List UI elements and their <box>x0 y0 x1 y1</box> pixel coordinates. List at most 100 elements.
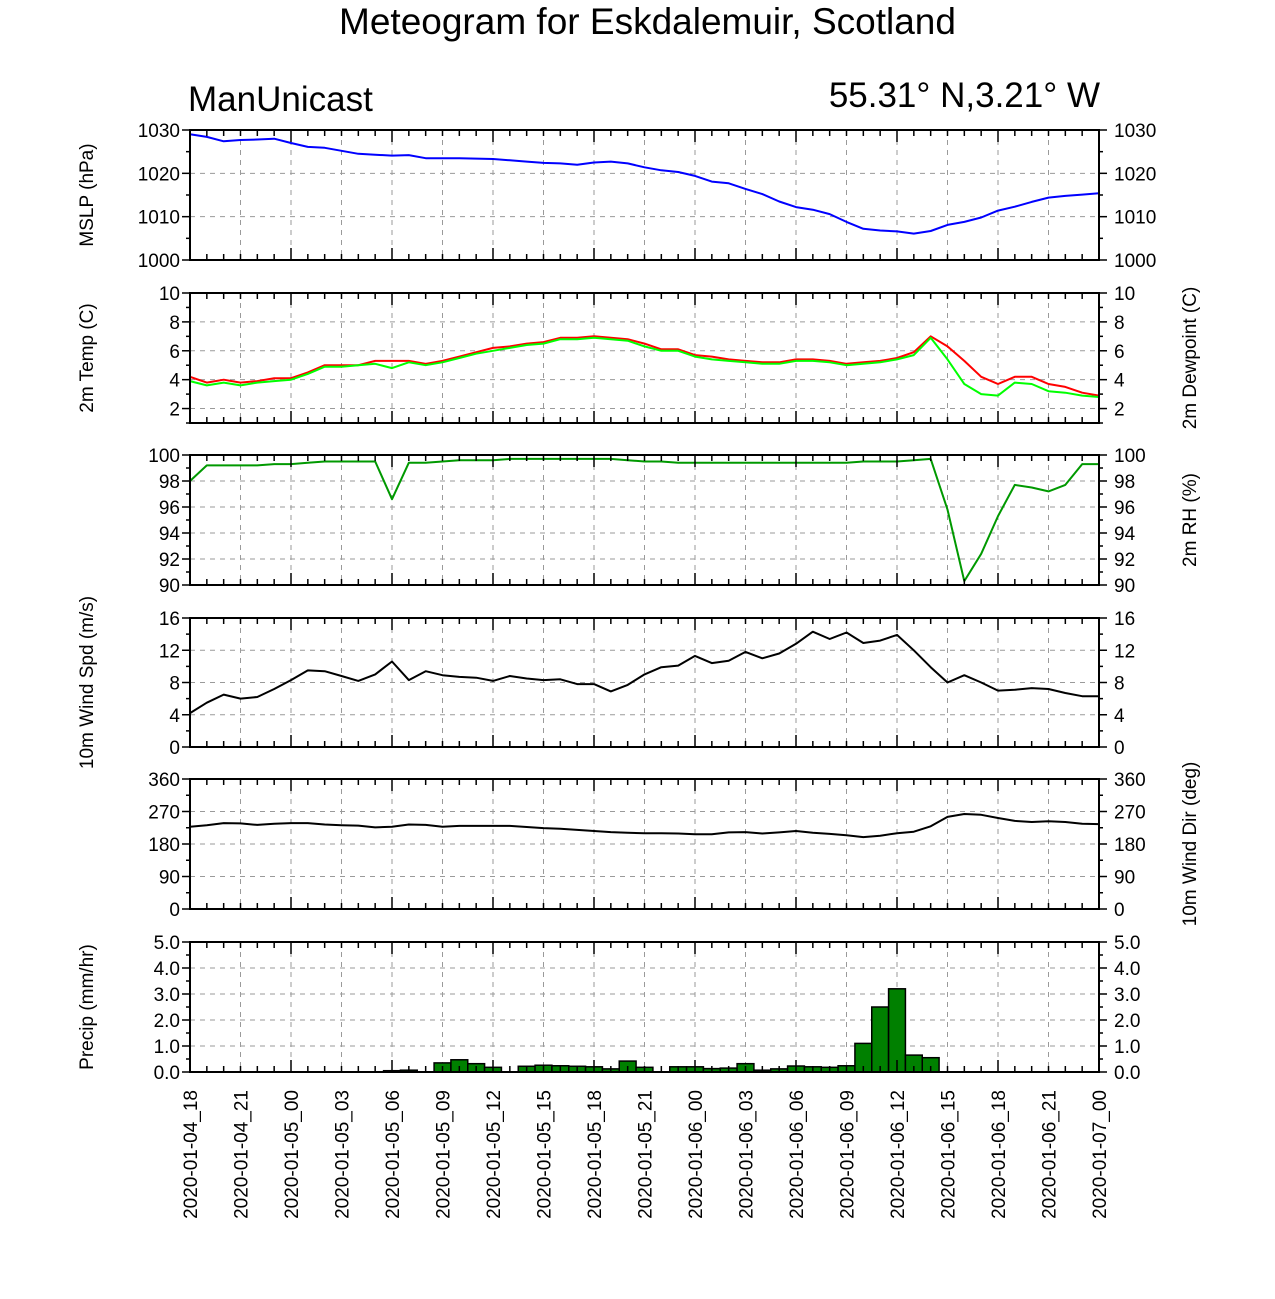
y-tick-label: 8 <box>169 674 180 695</box>
y-axis-title-left: 10m Wind Spd (m/s) <box>77 596 98 769</box>
y-tick-label: 4 <box>1114 706 1125 727</box>
y-tick-label: 8 <box>1114 674 1125 695</box>
y-tick-label: 270 <box>148 803 180 824</box>
y-tick-label: 10 <box>159 284 180 305</box>
y-tick-label: 100 <box>1114 446 1146 467</box>
y-tick-label: 270 <box>1114 803 1146 824</box>
x-tick-label: 2020-01-06_18 <box>989 1090 1010 1219</box>
x-tick-label: 2020-01-07_00 <box>1090 1090 1111 1219</box>
y-tick-label: 90 <box>159 868 180 889</box>
y-axis-title-left: 2m Temp (C) <box>77 303 98 412</box>
x-tick-label: 2020-01-06_09 <box>838 1090 859 1219</box>
y-tick-label: 100 <box>148 446 180 467</box>
x-tick-label: 2020-01-06_21 <box>1040 1090 1061 1219</box>
y-tick-label: 0.0 <box>154 1063 180 1084</box>
y-tick-label: 8 <box>169 313 180 334</box>
series-line-mslp <box>189 133 1100 235</box>
panel-2: 90 90 92 92 94 94 96 96 98 98 100 100 2m RH (%) <box>148 446 1201 597</box>
panel-4: 0 0 90 90 180 180 270 270 360 360 10m Wind Dir (de… <box>148 762 1201 927</box>
x-tick-label: 2020-01-06_06 <box>787 1090 808 1219</box>
x-tick-label: 2020-01-05_18 <box>585 1090 606 1219</box>
y-tick-label: 96 <box>1114 498 1135 519</box>
y-tick-label: 98 <box>1114 472 1135 493</box>
series-line-wind <box>189 813 1100 839</box>
chart-title: Meteogram for Eskdalemuir, Scotland <box>339 1 956 42</box>
y-tick-label: 1030 <box>1114 121 1156 142</box>
panel-5: 0.0 0.0 1.0 1.0 2.0 2.0 3.0 3.0 4.0 4.0 5.0 5.0 Prec… <box>77 933 1140 1084</box>
panel-1: 2 2 4 4 6 6 8 8 10 10 2m Temp (C) 2m Dewpoint (C) <box>77 284 1201 429</box>
y-tick-label: 94 <box>159 524 181 545</box>
y-tick-label: 6 <box>1114 342 1125 363</box>
y-tick-label: 4.0 <box>154 959 180 980</box>
y-tick-label: 96 <box>159 498 180 519</box>
model-label: ManUnicast <box>188 80 373 119</box>
x-tick-label: 2020-01-06_00 <box>686 1090 707 1219</box>
y-tick-label: 0 <box>1114 900 1125 921</box>
y-tick-label: 90 <box>1114 576 1135 597</box>
y-tick-label: 16 <box>1114 609 1135 630</box>
y-tick-label: 92 <box>1114 550 1135 571</box>
y-tick-label: 2 <box>1114 400 1125 421</box>
precip-bar <box>871 1006 890 1073</box>
y-tick-label: 3.0 <box>1114 985 1140 1006</box>
y-tick-label: 94 <box>1114 524 1136 545</box>
series-line-temp <box>189 335 1100 397</box>
y-tick-label: 1030 <box>138 121 180 142</box>
y-tick-label: 98 <box>159 472 180 493</box>
y-tick-label: 3.0 <box>154 985 180 1006</box>
y-axis-title-left: MSLP (hPa) <box>77 143 98 246</box>
y-axis-title-right: 2m RH (%) <box>1180 473 1201 567</box>
y-tick-label: 8 <box>1114 313 1125 334</box>
y-tick-label: 2.0 <box>1114 1011 1140 1032</box>
y-axis-title-right: 2m Dewpoint (C) <box>1180 287 1201 430</box>
x-tick-label: 2020-01-05_21 <box>636 1090 657 1219</box>
y-tick-label: 1000 <box>1114 251 1156 272</box>
y-tick-label: 10 <box>1114 284 1135 305</box>
y-tick-label: 180 <box>1114 835 1146 856</box>
y-tick-label: 4.0 <box>1114 959 1140 980</box>
y-tick-label: 360 <box>148 770 180 791</box>
series-line-wind <box>189 630 1099 714</box>
y-tick-label: 92 <box>159 550 180 571</box>
y-tick-label: 6 <box>169 342 180 363</box>
y-axis-title-left: Precip (mm/hr) <box>77 944 98 1070</box>
y-tick-label: 0 <box>1114 738 1125 759</box>
y-tick-label: 0 <box>169 738 180 759</box>
x-tick-label: 2020-01-04_18 <box>181 1090 202 1219</box>
y-tick-label: 1010 <box>1114 208 1156 229</box>
x-tick-label: 2020-01-06_03 <box>737 1090 758 1219</box>
y-tick-label: 1000 <box>138 251 180 272</box>
y-tick-label: 1010 <box>138 208 180 229</box>
x-tick-label: 2020-01-04_21 <box>232 1090 253 1219</box>
y-tick-label: 12 <box>1114 641 1135 662</box>
y-tick-label: 4 <box>169 371 180 392</box>
panel-3: 0 0 4 4 8 8 12 12 16 16 10m Wind Spd (m/s) <box>77 596 1135 769</box>
y-tick-label: 2.0 <box>154 1011 180 1032</box>
y-tick-label: 1.0 <box>1114 1037 1140 1058</box>
y-tick-label: 360 <box>1114 770 1146 791</box>
panel-0: 1000 1000 1010 1010 1020 1020 1030 1030 MSLP (hP… <box>77 121 1156 272</box>
y-tick-label: 2 <box>169 400 180 421</box>
y-tick-label: 5.0 <box>1114 933 1140 954</box>
y-axis-title-right: 10m Wind Dir (deg) <box>1180 762 1201 927</box>
x-tick-label: 2020-01-05_09 <box>434 1090 455 1219</box>
y-tick-label: 0 <box>169 900 180 921</box>
x-tick-label: 2020-01-05_03 <box>333 1090 354 1219</box>
y-tick-label: 90 <box>159 576 180 597</box>
x-tick-label: 2020-01-06_12 <box>888 1090 909 1219</box>
series-line-rh <box>189 457 1099 583</box>
x-tick-label: 2020-01-06_15 <box>939 1090 960 1219</box>
y-tick-label: 1020 <box>1114 164 1156 185</box>
y-tick-label: 5.0 <box>154 933 180 954</box>
y-tick-label: 1.0 <box>154 1037 180 1058</box>
x-tick-label: 2020-01-05_15 <box>535 1090 556 1219</box>
location-label: 55.31° N,3.21° W <box>828 76 1100 115</box>
y-tick-label: 12 <box>159 641 180 662</box>
y-tick-label: 90 <box>1114 868 1135 889</box>
precip-bar <box>887 988 907 1073</box>
y-tick-label: 4 <box>169 706 180 727</box>
y-tick-label: 16 <box>159 609 180 630</box>
x-tick-label: 2020-01-05_00 <box>282 1090 303 1219</box>
y-tick-label: 0.0 <box>1114 1063 1140 1084</box>
